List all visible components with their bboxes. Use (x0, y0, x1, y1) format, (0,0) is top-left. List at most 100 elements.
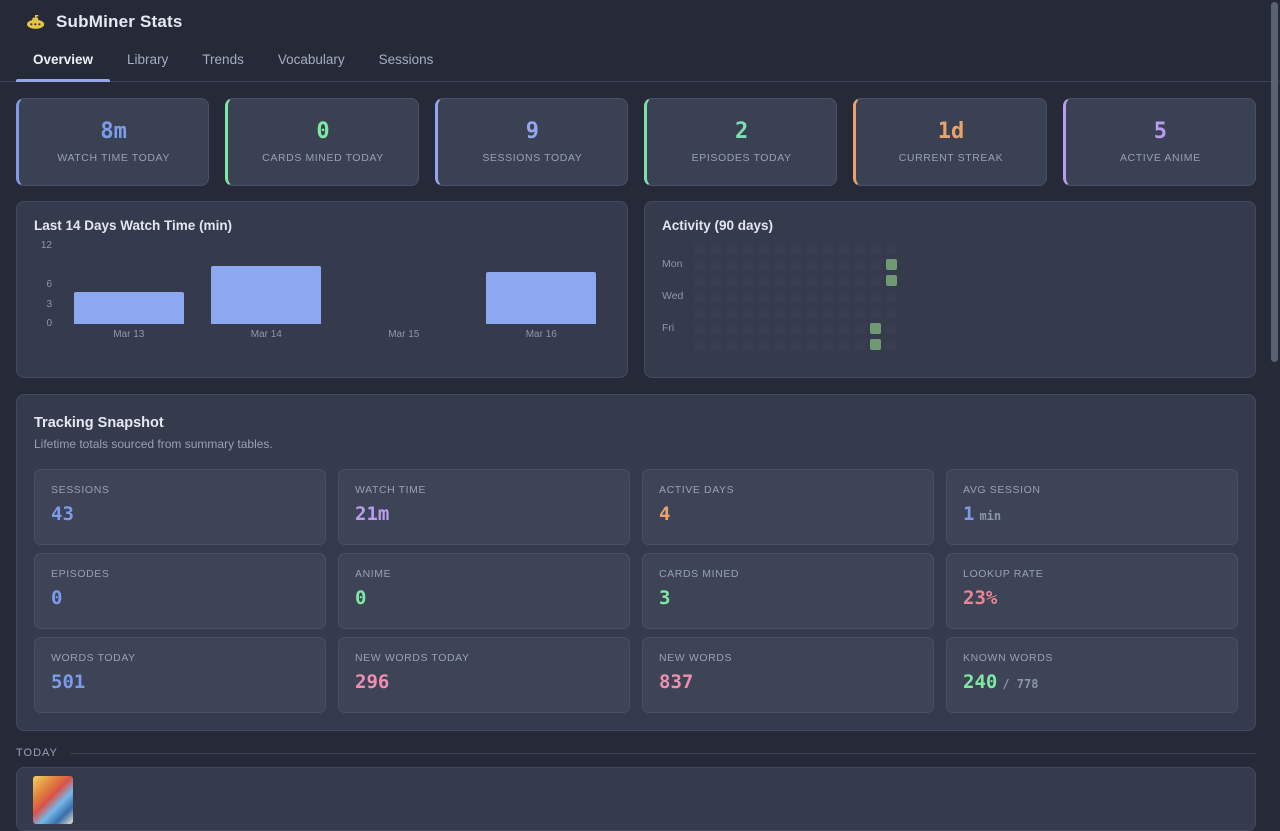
heatmap-cell (790, 307, 801, 318)
stat-label: ACTIVE ANIME (1119, 151, 1201, 164)
heatmap-cell (710, 243, 721, 254)
heatmap-cell (742, 339, 753, 350)
heatmap-cell (822, 339, 833, 350)
heatmap-cell (870, 275, 881, 286)
y-tick-label: 12 (40, 240, 52, 251)
tab-bar: Overview Library Trends Vocabulary Sessions (0, 40, 1280, 82)
heatmap-cell (694, 243, 705, 254)
heatmap-cell (774, 339, 785, 350)
tracking-snapshot-title: Tracking Snapshot (34, 415, 164, 431)
heatmap-row-label: Wed (662, 290, 684, 302)
charts-row: Last 14 Days Watch Time (min) 12 6 3 0 Mar … (16, 201, 1256, 378)
chart-x-axis: Mar 13 Mar 14 Mar 15 Mar 16 (60, 329, 610, 340)
heatmap-cell (726, 259, 737, 270)
divider-line (69, 752, 1256, 754)
heatmap-cell (742, 243, 753, 254)
heatmap-cell (742, 275, 753, 286)
heatmap-cell (870, 291, 881, 302)
tracking-snapshot-panel: Tracking Snapshot Lifetime totals source… (16, 394, 1256, 731)
chart-title: Last 14 Days Watch Time (min) (34, 218, 233, 233)
heatmap-cell (854, 243, 865, 254)
heatmap-cell (806, 291, 817, 302)
snapshot-tile-new-words: NEW WORDS 837 (642, 637, 934, 713)
tile-value: 0 (355, 587, 367, 609)
stat-label: SESSIONS TODAY (482, 151, 583, 164)
heatmap-cell (886, 259, 897, 270)
scrollbar-thumb[interactable] (1271, 2, 1278, 362)
tile-value: 0 (51, 587, 63, 609)
tile-label: ANIME (355, 568, 392, 580)
tile-value: 23% (963, 587, 998, 609)
heatmap-cell (774, 243, 785, 254)
heatmap-cell (790, 291, 801, 302)
heatmap-cell (886, 291, 897, 302)
tile-value: 4 (659, 503, 671, 525)
heatmap-cell (838, 259, 849, 270)
today-stats-row: 8m WATCH TIME TODAY 0 CARDS MINED TODAY 9 SES… (16, 98, 1256, 186)
activity-heatmap: Mon Wed Fri (662, 243, 1238, 355)
heatmap-cell (838, 307, 849, 318)
snapshot-tile-known-words: KNOWN WORDS 240/ 778 (946, 637, 1238, 713)
heatmap-cell (870, 323, 881, 334)
today-session-card[interactable] (16, 767, 1256, 831)
heatmap-cell (886, 339, 897, 350)
heatmap-cell (822, 259, 833, 270)
heatmap-cell (758, 339, 769, 350)
tile-label: ACTIVE DAYS (659, 484, 735, 496)
heatmap-cell (806, 307, 817, 318)
anime-thumbnail (33, 776, 73, 824)
tab-library[interactable]: Library (110, 40, 185, 81)
tab-vocabulary[interactable]: Vocabulary (261, 40, 362, 81)
main-content: 8m WATCH TIME TODAY 0 CARDS MINED TODAY 9 SES… (0, 82, 1280, 831)
tile-label: KNOWN WORDS (963, 652, 1054, 664)
y-tick-label: 6 (46, 279, 52, 290)
snapshot-tile-lookup-rate: LOOKUP RATE 23% (946, 553, 1238, 629)
tile-value: 3 (659, 587, 671, 609)
tab-trends[interactable]: Trends (185, 40, 261, 81)
tab-sessions[interactable]: Sessions (362, 40, 451, 81)
snapshot-tile-cards-mined: CARDS MINED 3 (642, 553, 934, 629)
heatmap-cell (838, 323, 849, 334)
tile-value: 240/ 778 (963, 671, 1039, 693)
chart-y-axis: 12 6 3 0 (34, 241, 60, 329)
heatmap-cell (758, 323, 769, 334)
heatmap-cell (710, 259, 721, 270)
stat-card-sessions-today: 9 SESSIONS TODAY (434, 98, 628, 186)
tile-value: 501 (51, 671, 86, 693)
tab-overview[interactable]: Overview (16, 40, 111, 82)
stat-card-cards-mined-today: 0 CARDS MINED TODAY (225, 98, 419, 186)
tile-label: EPISODES (51, 568, 110, 580)
heatmap-cell (694, 275, 705, 286)
heatmap-cell (790, 259, 801, 270)
tile-value-suffix: / 778 (1002, 677, 1039, 691)
heatmap-cell (806, 259, 817, 270)
x-tick-label: Mar 14 (250, 329, 282, 340)
heatmap-cell (886, 323, 897, 334)
stat-value: 0 (316, 118, 330, 144)
heatmap-cell (838, 243, 849, 254)
heatmap-cell (694, 259, 705, 270)
tracking-snapshot-subtitle: Lifetime totals sourced from summary tab… (34, 437, 273, 451)
heatmap-cell (822, 291, 833, 302)
today-section-divider: TODAY (16, 747, 1256, 759)
heatmap-cell (838, 339, 849, 350)
heatmap-cell (726, 243, 737, 254)
app-header: SubMiner Stats (0, 0, 1280, 40)
today-section-label: TODAY (16, 747, 58, 759)
x-tick-label: Mar 15 (388, 329, 420, 340)
heatmap-cell (774, 275, 785, 286)
chart-plot-area (60, 246, 610, 324)
snapshot-tiles-grid: SESSIONS 43 WATCH TIME 21m ACTIVE DAYS 4 AVG S… (34, 469, 1238, 714)
watch-time-chart-panel: Last 14 Days Watch Time (min) 12 6 3 0 Mar … (16, 201, 628, 378)
y-tick-label: 3 (46, 298, 52, 310)
tile-value: 296 (355, 671, 390, 693)
stat-label: WATCH TIME TODAY (57, 151, 170, 164)
heatmap-cell (806, 323, 817, 334)
heatmap-cell (694, 307, 705, 318)
snapshot-tile-avg-session: AVG SESSION 1 min (946, 469, 1238, 545)
heatmap-row-label: Fri (662, 322, 675, 334)
heatmap-cell (742, 323, 753, 334)
stat-card-active-anime: 5 ACTIVE ANIME (1062, 98, 1256, 186)
heatmap-cell (694, 323, 705, 334)
heatmap-cell (854, 323, 865, 334)
